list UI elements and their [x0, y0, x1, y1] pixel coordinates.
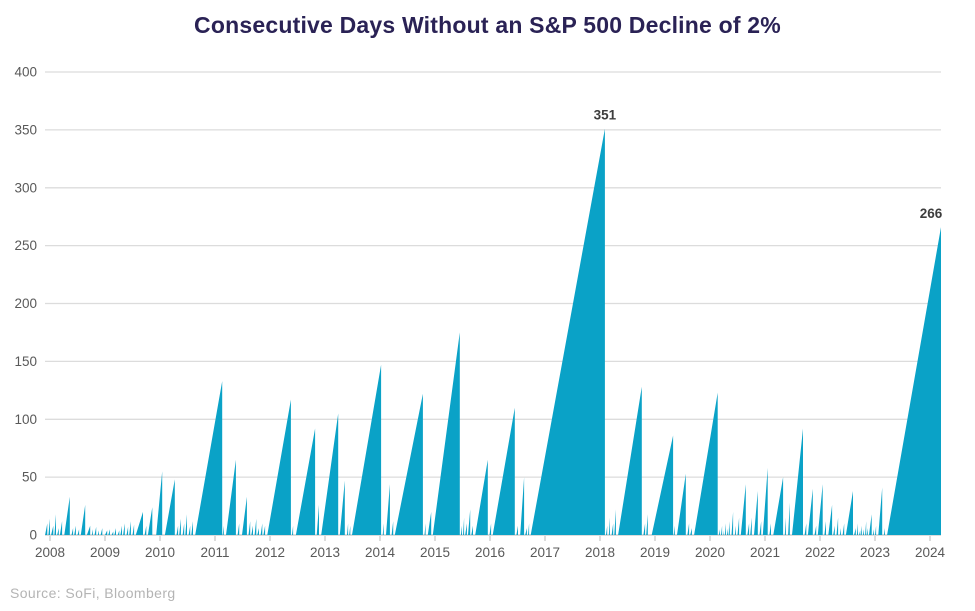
x-tick-label-2008: 2008	[35, 545, 65, 560]
x-tick-label-2020: 2020	[695, 545, 725, 560]
y-tick-label-350: 350	[14, 122, 37, 137]
x-tick-label-2015: 2015	[420, 545, 450, 560]
source-text: Source: SoFi, Bloomberg	[10, 585, 176, 601]
x-tick-label-2009: 2009	[90, 545, 120, 560]
x-tick-label-2021: 2021	[750, 545, 780, 560]
y-tick-label-150: 150	[14, 354, 37, 369]
y-tick-label-100: 100	[14, 412, 37, 427]
x-tick-label-2013: 2013	[310, 545, 340, 560]
y-tick-label-300: 300	[14, 180, 37, 195]
y-tick-label-400: 400	[14, 65, 37, 80]
x-tick-label-2023: 2023	[860, 545, 890, 560]
x-tick-label-2014: 2014	[365, 545, 396, 560]
x-tick-label-2016: 2016	[475, 545, 505, 560]
x-tick-label-2017: 2017	[530, 545, 560, 560]
area-series	[45, 128, 941, 535]
y-tick-label-0: 0	[29, 528, 37, 543]
x-tick-label-2019: 2019	[640, 545, 670, 560]
x-tick-label-2022: 2022	[805, 545, 835, 560]
chart-title: Consecutive Days Without an S&P 500 Decl…	[194, 12, 781, 38]
x-tick-label-2024: 2024	[915, 545, 946, 560]
x-tick-label-2011: 2011	[200, 545, 229, 560]
x-tick-label-2012: 2012	[255, 545, 285, 560]
y-tick-label-50: 50	[22, 470, 37, 485]
peak-annotation-266: 266	[920, 206, 943, 221]
x-tick-label-2018: 2018	[585, 545, 615, 560]
y-tick-label-250: 250	[14, 238, 37, 253]
peak-annotation-351: 351	[594, 108, 617, 123]
x-tick-label-2010: 2010	[145, 545, 175, 560]
y-tick-label-200: 200	[14, 296, 37, 311]
